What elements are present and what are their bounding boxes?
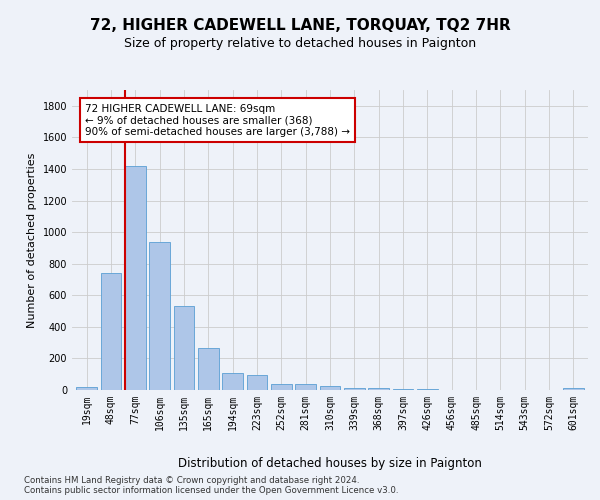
Bar (417, 388, 438, 390)
Text: 72 HIGHER CADEWELL LANE: 69sqm
← 9% of detached houses are smaller (368)
90% of : 72 HIGHER CADEWELL LANE: 69sqm ← 9% of d… (85, 104, 350, 136)
Bar (198, 348, 218, 390)
Bar (344, 388, 365, 390)
Bar (247, 375, 268, 390)
Bar (392, 389, 413, 390)
Bar (271, 384, 292, 390)
Bar (173, 306, 194, 390)
Bar (295, 384, 316, 390)
Bar (368, 388, 389, 390)
Text: 72, HIGHER CADEWELL LANE, TORQUAY, TQ2 7HR: 72, HIGHER CADEWELL LANE, TORQUAY, TQ2 7… (89, 18, 511, 32)
Text: Distribution of detached houses by size in Paignton: Distribution of detached houses by size … (178, 458, 482, 470)
Bar (320, 386, 340, 390)
Text: Contains HM Land Registry data © Crown copyright and database right 2024.
Contai: Contains HM Land Registry data © Crown c… (24, 476, 398, 495)
Bar (563, 388, 584, 390)
Y-axis label: Number of detached properties: Number of detached properties (27, 152, 37, 328)
Text: Size of property relative to detached houses in Paignton: Size of property relative to detached ho… (124, 38, 476, 51)
Bar (125, 166, 146, 390)
Bar (149, 242, 170, 390)
Bar (76, 387, 97, 390)
Bar (101, 273, 121, 390)
Bar (222, 374, 243, 390)
